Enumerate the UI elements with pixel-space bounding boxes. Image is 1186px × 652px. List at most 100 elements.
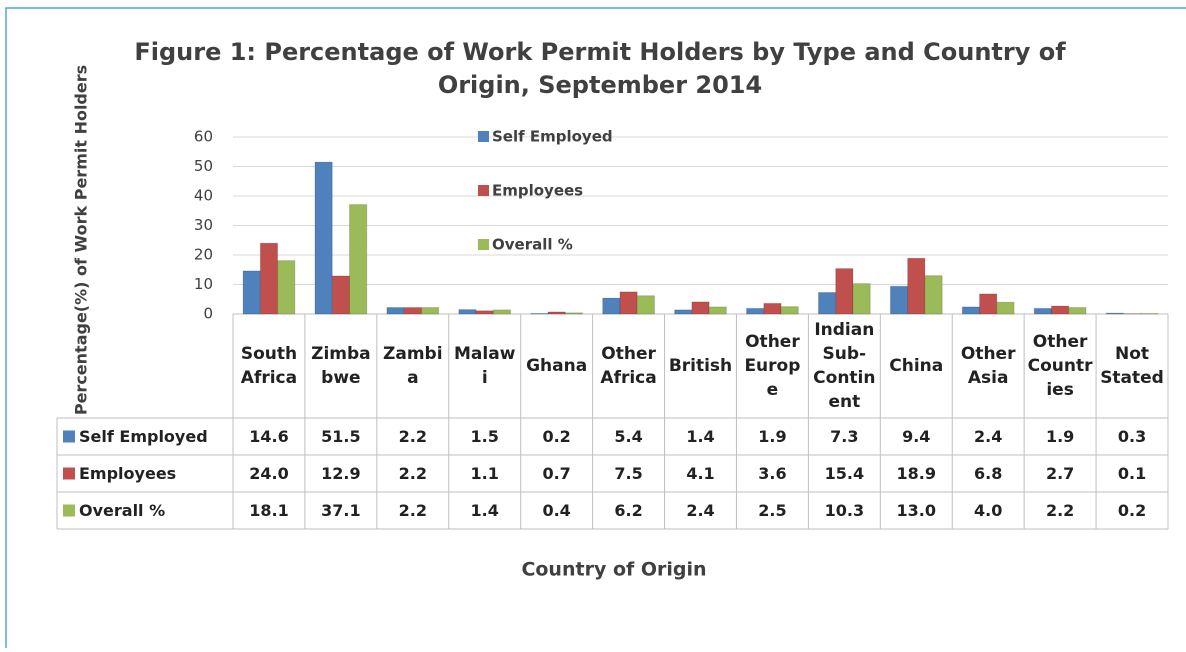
x-tick-label-box: Indian Sub-Continent [808, 316, 880, 416]
bar [637, 296, 654, 314]
table-value: 12.9 [321, 464, 360, 483]
bar [531, 313, 548, 314]
bar [476, 311, 493, 314]
title-box: Figure 1: Percentage of Work Permit Hold… [130, 36, 1070, 108]
bar [818, 292, 835, 314]
bar [278, 261, 295, 314]
bar [459, 310, 476, 314]
table-value: 4.1 [686, 464, 714, 483]
x-tick-label-box: Zimbabwe [305, 316, 377, 416]
y-tick-label: 50 [194, 157, 213, 175]
x-tick-label: Other Africa [593, 316, 665, 416]
x-tick-label: Other Countries [1024, 316, 1096, 416]
y-tick-label: 20 [194, 246, 213, 264]
table-value: 0.2 [1118, 501, 1146, 520]
legend-key [63, 431, 75, 443]
table-value: 7.3 [830, 427, 858, 446]
bar [260, 243, 277, 314]
legend-key [63, 505, 75, 517]
table-value: 7.5 [614, 464, 642, 483]
x-tick-label-box: Other Europe [736, 316, 808, 416]
x-tick-label-box: South Africa [233, 316, 305, 416]
table-value: 0.4 [542, 501, 570, 520]
table-value: 2.5 [758, 501, 786, 520]
x-tick-label: Zimbabwe [305, 316, 377, 416]
bar [1051, 306, 1068, 314]
table-value: 0.7 [542, 464, 570, 483]
table-value: 6.8 [974, 464, 1002, 483]
x-axis-label: Country of Origin [521, 559, 706, 581]
legend-label: Self Employed [492, 128, 613, 146]
legend-key [478, 239, 489, 250]
table-value: 10.3 [825, 501, 864, 520]
bar [620, 292, 637, 314]
bar [243, 271, 260, 314]
legend-label: Overall % [79, 501, 165, 520]
bar [908, 258, 925, 314]
x-tick-label-box: Malawi [449, 316, 521, 416]
bar [387, 308, 404, 314]
y-tick-label: 60 [194, 128, 213, 146]
legend-label: Employees [492, 182, 583, 200]
bar [404, 308, 421, 314]
table-value: 1.4 [686, 427, 714, 446]
bar [747, 308, 764, 314]
bar [709, 307, 726, 314]
legend-key [63, 468, 75, 480]
bar [836, 269, 853, 314]
table-value: 2.2 [399, 464, 427, 483]
table-value: 1.4 [471, 501, 499, 520]
x-tick-label-box: Zambia [377, 316, 449, 416]
bar [925, 276, 942, 314]
bar [1069, 308, 1086, 314]
x-tick-label: China [880, 316, 952, 416]
table-value: 2.4 [686, 501, 714, 520]
y-tick-label: 0 [203, 305, 213, 323]
y-axis-label: Percentage(%) of Work Permit Holders [72, 65, 91, 415]
x-tick-label: Indian Sub-Continent [808, 316, 880, 416]
bar [1106, 313, 1123, 314]
table-value: 2.2 [399, 501, 427, 520]
x-tick-label-box: Other Countries [1024, 316, 1096, 416]
x-tick-label: British [665, 316, 737, 416]
bar [332, 276, 349, 314]
bar [421, 308, 438, 314]
x-tick-label: Malawi [449, 316, 521, 416]
bar [1141, 313, 1158, 314]
x-tick-label: Zambia [377, 316, 449, 416]
table-value: 18.1 [249, 501, 288, 520]
bar [980, 294, 997, 314]
y-tick-label: 10 [194, 275, 213, 293]
legend-key [478, 185, 489, 196]
x-tick-label-box: Other Asia [952, 316, 1024, 416]
x-tick-label: South Africa [233, 316, 305, 416]
bar [764, 303, 781, 314]
table-value: 4.0 [974, 501, 1002, 520]
table-value: 24.0 [249, 464, 288, 483]
bar [781, 307, 798, 314]
chart-title: Figure 1: Percentage of Work Permit Hold… [130, 36, 1070, 102]
table-value: 2.2 [399, 427, 427, 446]
table-value: 0.2 [542, 427, 570, 446]
bar [315, 162, 332, 314]
table-value: 3.6 [758, 464, 786, 483]
x-tick-label: Other Asia [952, 316, 1024, 416]
bar [962, 307, 979, 314]
bar [565, 313, 582, 314]
table-value: 1.9 [758, 427, 786, 446]
table-value: 51.5 [321, 427, 360, 446]
y-tick-label: 40 [194, 187, 213, 205]
x-tick-label-box: Other Africa [593, 316, 665, 416]
table-value: 2.7 [1046, 464, 1074, 483]
legend-key [478, 131, 489, 142]
bar [890, 286, 907, 314]
legend-label: Self Employed [79, 427, 208, 446]
table-value: 1.1 [471, 464, 499, 483]
table-value: 1.9 [1046, 427, 1074, 446]
x-tick-label: Other Europe [736, 316, 808, 416]
table-value: 0.1 [1118, 464, 1146, 483]
x-tick-label-box: China [880, 316, 952, 416]
x-tick-label: Not Stated [1096, 316, 1168, 416]
table-value: 18.9 [897, 464, 936, 483]
